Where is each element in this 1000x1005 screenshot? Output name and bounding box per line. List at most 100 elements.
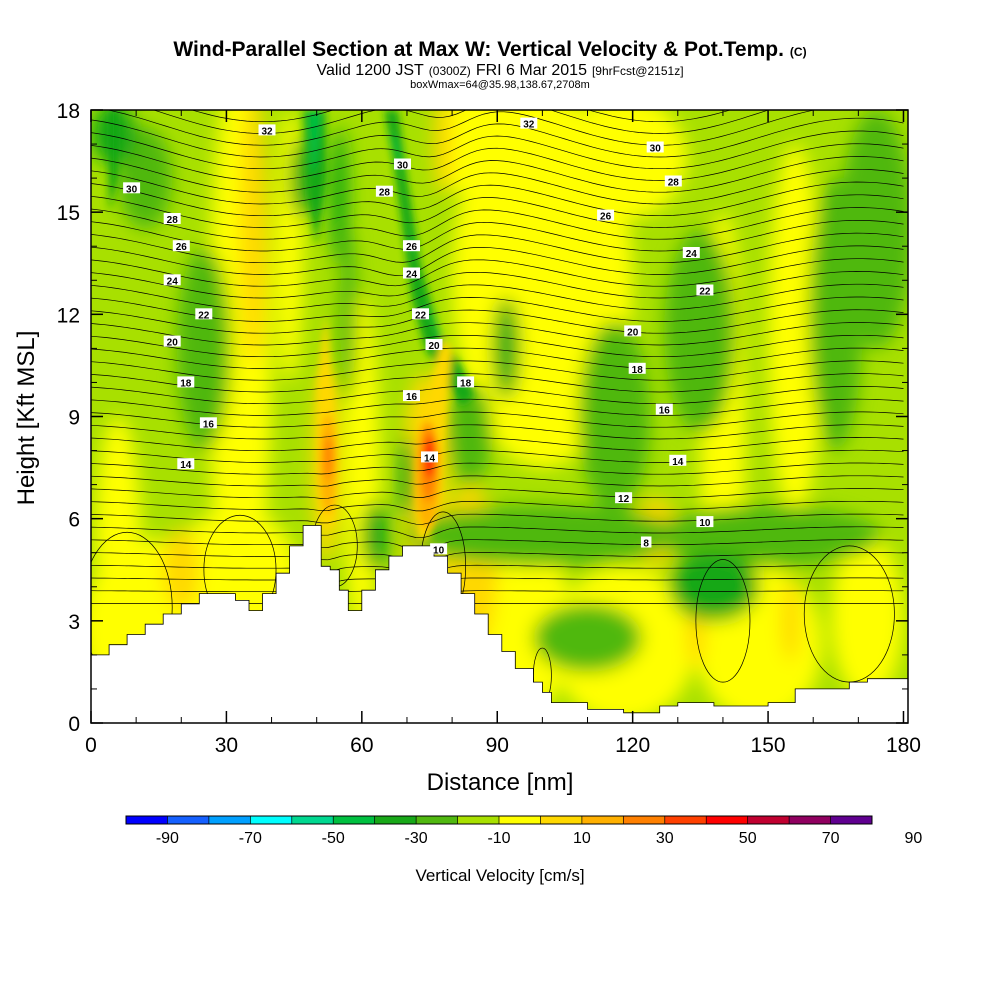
w-region-37 (447, 382, 493, 485)
theta-label-center-6: 22 (412, 308, 429, 321)
theta-label-left-4: 24 (163, 274, 181, 287)
theta-label-left-2-text: 28 (167, 215, 179, 226)
theta-isoline-24 (91, 398, 904, 416)
theta-label-left-9: 14 (177, 458, 195, 471)
theta-label-center-5-text: 24 (406, 270, 418, 281)
theta-label-left-7: 18 (177, 376, 195, 389)
theta-label-left-2: 28 (163, 213, 181, 226)
downdraft-band-upper (303, 110, 326, 247)
field-cores (319, 414, 440, 530)
x-tick-label-0: 0 (85, 734, 97, 757)
w-region-36 (397, 436, 416, 519)
w-region-35 (361, 501, 389, 570)
theta-label-right-6-bg (696, 284, 714, 296)
theta-label-right-10: 14 (669, 454, 687, 468)
theta-label-center-7: 20 (425, 339, 443, 352)
theta-label-center-2: 30 (394, 158, 411, 172)
theta-label-right-12-bg (696, 516, 714, 528)
theta-isoline-21 (91, 437, 904, 452)
theta-isoline-39 (91, 207, 904, 240)
theta-label-center-2-bg (394, 158, 411, 170)
theta-label-center-4: 26 (403, 240, 420, 253)
downdraft-upper-core (307, 110, 322, 179)
colorbar-swatch-7 (374, 816, 417, 824)
theta-label-center-8-text: 18 (460, 378, 472, 389)
theta-isoline-18 (91, 475, 904, 487)
theta-isoline-43 (91, 156, 904, 193)
theta-label-left-7-text: 18 (180, 378, 192, 389)
theta-label-center-10: 14 (421, 451, 438, 464)
theta-label-center-9-text: 16 (406, 392, 418, 403)
theta-label-right-10-bg (669, 454, 687, 466)
theta-isoline-37 (91, 232, 904, 264)
colorbar-swatch-3 (208, 816, 251, 824)
theta-label-left-8-text: 16 (203, 419, 215, 430)
theta-label-right-13: 8 (640, 536, 652, 550)
theta-label-right-11-text: 12 (618, 494, 630, 505)
theta-label-center-9: 16 (403, 390, 420, 403)
colorbar-tick--90: -90 (156, 830, 179, 847)
theta-label-right-5: 24 (682, 247, 700, 260)
theta-label-left-1: 30 (123, 182, 141, 195)
colorbar-swatch-15 (706, 816, 749, 824)
colorbar-tick-50: 50 (739, 830, 757, 847)
y-tick-label-15: 15 (57, 202, 80, 225)
colorbar-swatch-14 (664, 816, 707, 824)
theta-label-center-10-text: 14 (424, 453, 436, 464)
theta-label-center-4-bg (403, 240, 420, 252)
theta-label-center-7-text: 20 (428, 341, 440, 352)
y-tick-label-3: 3 (68, 611, 80, 634)
theta-label-right-12: 10 (696, 516, 714, 529)
theta-label-center-7-bg (425, 339, 443, 350)
theta-label-center-3: 28 (375, 185, 393, 199)
theta-label-center-4-text: 26 (406, 242, 418, 253)
theta-isoline-17 (91, 488, 904, 499)
theta-label-center-1: 32 (258, 124, 276, 137)
theta-label-center-6-bg (412, 308, 429, 320)
theta-label-center-10-bg (421, 451, 438, 463)
colorbar-swatch-5 (291, 816, 334, 824)
theta-label-left-2-bg (163, 213, 181, 224)
x-axis-label: Distance [nm] (427, 769, 574, 796)
theta-isoline-33 (91, 283, 904, 311)
w-region-6 (831, 535, 904, 700)
w-region-20 (781, 579, 800, 662)
theta-label-right-4: 26 (597, 209, 615, 223)
theta-label-left-4-text: 24 (167, 276, 179, 287)
downdraft-band-main (384, 110, 475, 407)
theta-label-right-7-bg (624, 325, 642, 337)
theta-label-left-3-text: 26 (176, 242, 188, 253)
theta-label-right-9: 16 (655, 403, 673, 417)
theta-label-right-6: 22 (696, 284, 714, 298)
theta-isoline-26 (91, 373, 904, 393)
theta-isoline-19 (91, 462, 904, 475)
theta-label-right-3: 28 (664, 175, 682, 189)
theta-label-right-3-text: 28 (668, 178, 680, 189)
theta-label-right-4-bg (597, 209, 615, 221)
colorbar-swatch-9 (457, 816, 500, 824)
colorbar-label: Vertical Velocity [cm/s] (415, 866, 584, 885)
colorbar-swatch-11 (540, 816, 583, 824)
colorbar-swatch-4 (250, 816, 293, 824)
theta-isoline-28 (91, 347, 904, 369)
theta-label-left-5: 22 (195, 308, 213, 321)
x-tick-label-30: 30 (215, 734, 238, 757)
theta-label-right-1-bg (520, 117, 538, 129)
theta-label-right-7: 20 (624, 325, 642, 338)
theta-isoline-42 (91, 168, 904, 205)
theta-label-right-8: 18 (628, 362, 646, 376)
colorbar-tick--30: -30 (405, 830, 428, 847)
theta-isoline-45 (91, 130, 904, 170)
theta-label-left-5-bg (195, 308, 213, 320)
theta-isoline-34 (91, 271, 904, 299)
theta-label-right-4-text: 26 (600, 212, 612, 223)
w-region-8 (434, 110, 561, 206)
theta-isolines (91, 110, 904, 703)
theta-isoline-27 (91, 360, 904, 381)
theta-label-right-5-bg (682, 247, 700, 258)
theta-label-center-8: 18 (457, 376, 475, 389)
theta-isoline-23 (91, 411, 904, 428)
theta-label-left-4-bg (163, 274, 181, 286)
theta-isoline-30 (91, 322, 904, 346)
theta-label-right-13-text: 8 (643, 539, 649, 550)
